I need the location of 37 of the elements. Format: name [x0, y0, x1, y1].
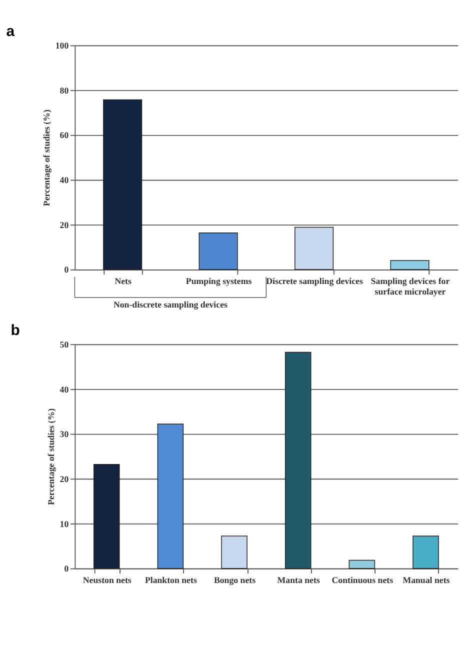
bar	[390, 260, 430, 270]
x-tick-label: Discrete sampling devices	[266, 276, 364, 286]
bar	[198, 232, 238, 270]
x-tick-label: Nets	[114, 276, 132, 286]
x-tick-label: Bongo nets	[214, 574, 256, 585]
x-tick-label: Manual nets	[402, 574, 450, 585]
y-tick-label: 20	[60, 220, 70, 230]
chart-title: b	[10, 322, 20, 339]
bar	[157, 424, 184, 569]
x-tick-label: Neuston nets	[82, 574, 132, 585]
x-tick-label: Manta nets	[277, 574, 320, 585]
bar	[221, 536, 248, 569]
bar	[284, 352, 312, 569]
y-tick-label: 40	[60, 384, 70, 394]
y-tick-label: 0	[64, 264, 70, 275]
x-tick-label: Sampling devices for surface microlayer	[370, 276, 450, 297]
y-tick-label: 10	[60, 518, 70, 529]
bar	[412, 536, 439, 569]
y-tick-label: 20	[60, 474, 70, 484]
x-tick-label: Continuous nets	[332, 574, 394, 585]
y-tick-label: 80	[60, 85, 70, 96]
y-tick-label: 100	[55, 40, 70, 51]
y-tick-label: 30	[60, 429, 70, 440]
x-tick-label: Plankton nets	[144, 574, 198, 585]
chart-title: a	[6, 22, 16, 40]
y-tick-label: 50	[60, 339, 70, 350]
y-axis-title: Percentage of studies (%)	[46, 408, 56, 505]
y-tick-label: 40	[60, 175, 70, 186]
x-tick-label: Pumping systems	[186, 276, 252, 286]
y-tick-label: 0	[64, 564, 70, 574]
bar	[348, 560, 376, 569]
bar	[294, 226, 334, 270]
bar	[103, 99, 142, 270]
y-tick-label: 60	[60, 130, 70, 140]
text: Non-discrete sampling devices	[113, 300, 228, 310]
bar	[93, 464, 120, 569]
y-axis-title: Percentage of studies (%)	[42, 110, 52, 206]
